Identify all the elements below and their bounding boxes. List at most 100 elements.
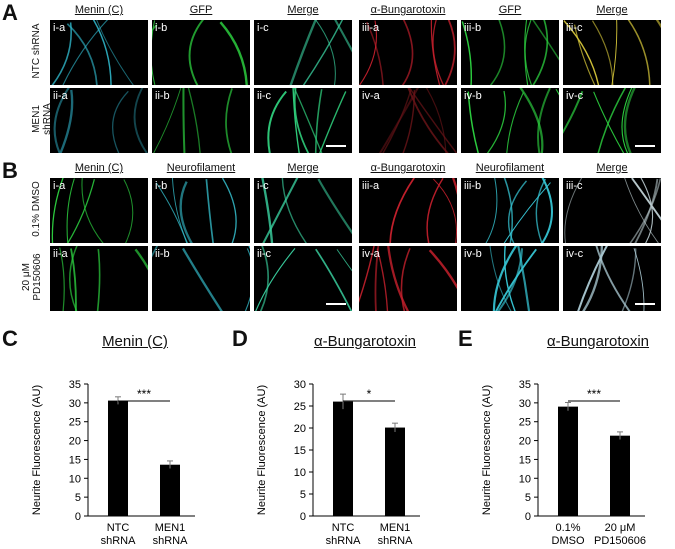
- y-tick-label: 0: [75, 511, 81, 523]
- neurite-strand: [267, 90, 287, 153]
- y-tick-label: 10: [69, 473, 81, 485]
- panel-letter-b: B: [2, 158, 18, 183]
- neurite-strand: [96, 248, 101, 311]
- row-label: 20 μM PD150606: [21, 253, 43, 301]
- neurite-strand: [489, 20, 506, 85]
- neurite-strand: [378, 88, 419, 153]
- bar: [333, 401, 353, 516]
- neurite-strand: [401, 20, 414, 85]
- neurite-strand: [92, 20, 112, 85]
- neurite-strand: [315, 248, 352, 311]
- neurite-strand: [595, 246, 631, 311]
- neurite-strand: [497, 248, 524, 311]
- micrograph-tile: iii-b: [461, 178, 559, 243]
- neurite-strand: [504, 246, 516, 311]
- neurite-strand: [153, 88, 182, 153]
- neurite-strand: [59, 89, 74, 153]
- panel-letter-d: D: [232, 326, 248, 351]
- y-tick-label: 15: [69, 454, 81, 466]
- micrograph-tile: iv-a: [359, 88, 457, 153]
- neurite-strand: [205, 179, 214, 243]
- tile-label: iii-b: [464, 180, 482, 192]
- neurite-strand: [532, 20, 549, 85]
- x-tick-label: MEN1: [155, 522, 186, 534]
- x-tick-label: NTC: [332, 522, 355, 534]
- column-title: Menin (C): [74, 4, 124, 16]
- neurite-strand: [133, 88, 148, 153]
- micrograph-tile: ii-a: [50, 246, 148, 311]
- column-title: α-Bungarotoxin: [370, 4, 446, 16]
- tile-label: iv-a: [362, 248, 380, 260]
- neurite-image: [489, 246, 537, 311]
- micrograph-tile: iv-a: [359, 246, 457, 311]
- y-axis-label: Neurite Fluorescence (AU): [481, 385, 493, 515]
- tile-label: iii-c: [566, 180, 583, 192]
- neurite-strand: [400, 248, 411, 311]
- neurite-strand: [621, 248, 637, 311]
- neurite-strand: [508, 180, 528, 243]
- tile-label: iii-b: [464, 22, 482, 34]
- x-tick-label: shRNA: [153, 535, 189, 547]
- neurite-strand: [402, 90, 416, 153]
- y-tick-label: 35: [69, 379, 81, 391]
- neurite-image: [389, 178, 457, 243]
- micrograph-tile: ii-c: [254, 246, 352, 311]
- neurite-image: [563, 88, 636, 153]
- neurite-strand: [317, 178, 352, 235]
- neurite-strand: [67, 179, 95, 243]
- neurite-image: [564, 178, 661, 243]
- neurite-strand: [112, 90, 129, 153]
- neurite-strand: [563, 90, 584, 134]
- neurite-image: [378, 88, 457, 153]
- tile-label: ii-a: [53, 248, 68, 260]
- neurite-image: [289, 20, 352, 85]
- tile-label: iv-c: [566, 248, 584, 260]
- y-tick-label: 20: [69, 436, 81, 448]
- neurite-strand: [582, 246, 604, 311]
- column-title: GFP: [189, 4, 213, 16]
- y-tick-label: 15: [294, 445, 306, 457]
- tile-label: iv-b: [464, 90, 482, 102]
- neurite-strand: [627, 20, 651, 85]
- neurite-strand: [593, 91, 625, 153]
- bar: [610, 435, 630, 516]
- neurite-strand: [53, 88, 70, 153]
- neurite-image: [59, 246, 148, 311]
- column-title: Merge: [596, 162, 628, 174]
- neurite-image: [577, 246, 645, 311]
- bar: [160, 464, 180, 516]
- bar: [385, 427, 405, 516]
- micrograph-tile: iii-b: [461, 20, 559, 85]
- neurite-strand: [621, 88, 633, 153]
- x-tick-label: shRNA: [326, 535, 362, 547]
- neurite-image: [152, 246, 250, 311]
- neurite-strand: [366, 21, 384, 85]
- neurite-strand: [51, 178, 64, 243]
- x-tick-label: 20 μM: [605, 522, 636, 534]
- bar-chart-bungarotoxin-pd150606: Neurite Fluorescence (AU) 0 5 10 15 20 25 30 35 0…: [481, 379, 646, 547]
- neurite-strand: [503, 178, 513, 243]
- neurite-strand: [535, 178, 547, 243]
- neurite-strand: [179, 181, 193, 243]
- neurite-strand: [336, 249, 352, 272]
- y-tick-label: 20: [294, 423, 306, 435]
- neurite-strand: [302, 20, 344, 85]
- x-tick-label: shRNA: [378, 535, 414, 547]
- micrograph-tile: i-a: [50, 20, 148, 85]
- micrograph-tile: i-c: [254, 20, 352, 85]
- neurite-strand: [611, 20, 618, 85]
- y-axis-label: Neurite Fluorescence (AU): [256, 385, 268, 515]
- chart-d-title: α-Bungarotoxin: [313, 333, 417, 350]
- micrograph-tile: ii-b: [152, 246, 250, 311]
- neurite-strand: [425, 88, 447, 153]
- neurite-strand: [430, 20, 441, 85]
- neurite-strand: [62, 20, 109, 85]
- tile-label: iii-a: [362, 22, 380, 34]
- neurite-strand: [187, 88, 201, 153]
- y-tick-label: 30: [69, 398, 81, 410]
- neurite-image: [155, 178, 237, 243]
- neurite-strand: [408, 88, 457, 153]
- x-tick-label: NTC: [107, 522, 130, 534]
- tile-label: i-c: [257, 180, 269, 192]
- x-tick-label: MEN1: [380, 522, 411, 534]
